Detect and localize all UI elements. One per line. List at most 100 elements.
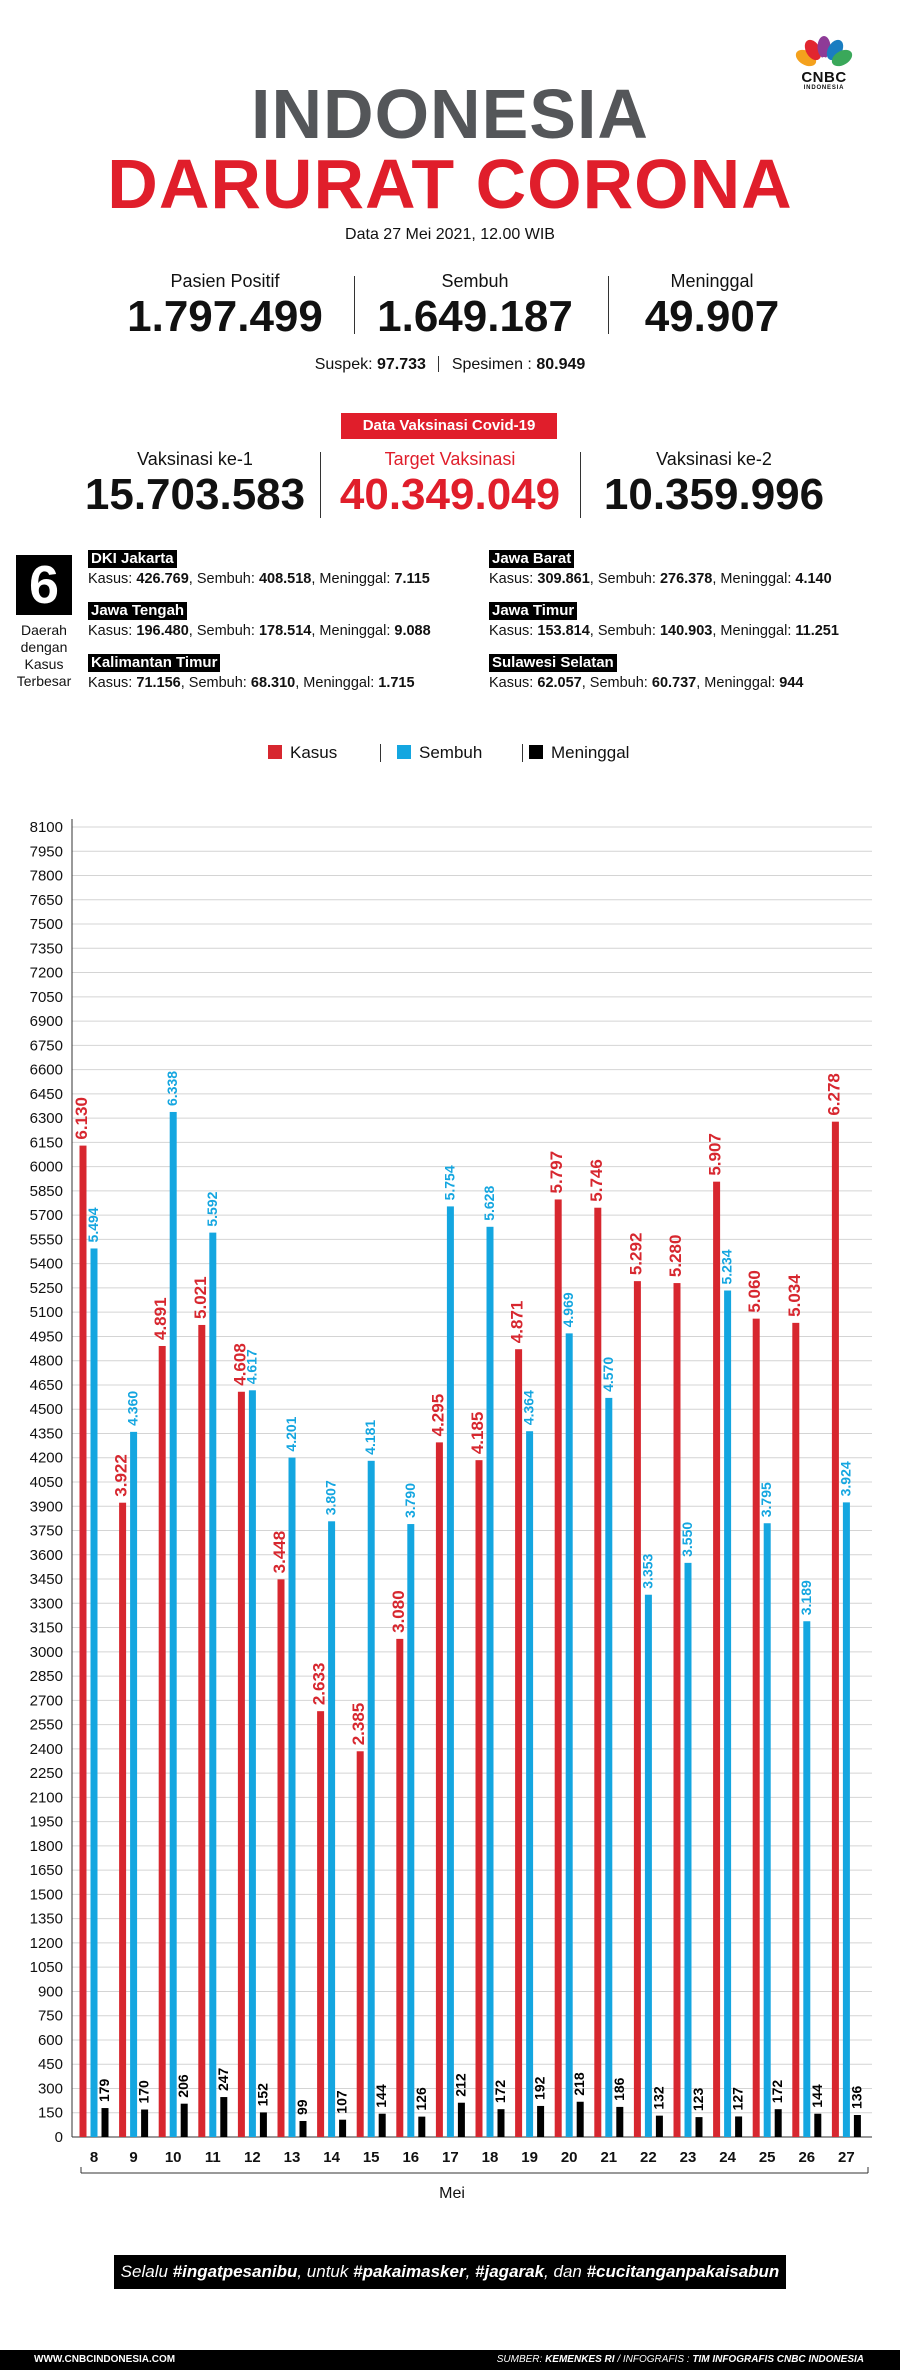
bar-meninggal (220, 2097, 228, 2137)
bar-kasus (515, 1349, 523, 2137)
caption-line: Terbesar (16, 673, 72, 689)
bar-kasus (277, 1579, 285, 2137)
bar-meninggal (616, 2106, 624, 2137)
source-value: KEMENKES RI (545, 2354, 615, 2365)
data-label-kasus: 5.292 (626, 1233, 645, 1276)
legend-label: Meninggal (551, 743, 630, 762)
meninggal-label: Meninggal: (319, 571, 391, 587)
data-label-meninggal: 132 (650, 2086, 666, 2110)
spesimen-value: 80.949 (536, 356, 586, 373)
data-label-kasus: 4.295 (428, 1394, 447, 1437)
y-tick-label: 5100 (30, 1304, 63, 1321)
sembuh-label: Sembuh: (589, 675, 648, 691)
meninggal-value: 11.251 (795, 623, 839, 639)
bar-kasus (237, 1391, 245, 2137)
data-label-kasus: 4.891 (151, 1297, 170, 1340)
y-tick-label: 7800 (30, 868, 63, 885)
spesimen-label: Spesimen : (451, 356, 532, 373)
y-tick-label: 7500 (30, 916, 63, 933)
hashtag: #cucitanganpakaisabun (586, 2262, 780, 2281)
data-label-sembuh: 4.969 (560, 1292, 576, 1327)
caption-line: Kasus (24, 656, 64, 672)
sembuh-value: 276.378 (659, 571, 713, 587)
data-label-sembuh: 4.364 (521, 1390, 537, 1425)
data-label-meninggal: 172 (492, 2080, 508, 2104)
divider (380, 744, 381, 762)
y-tick-label: 5400 (30, 1256, 63, 1273)
data-label-meninggal: 127 (730, 2087, 746, 2111)
vaccine-value: 10.359.996 (603, 470, 825, 519)
sembuh-label: Sembuh: (188, 675, 247, 691)
kasus-label: Kasus: (88, 571, 133, 587)
data-label-meninggal: 192 (532, 2076, 548, 2100)
y-tick-label: 4200 (30, 1450, 63, 1467)
legend-label: Kasus (290, 743, 338, 762)
divider (580, 452, 581, 518)
y-tick-label: 3450 (30, 1571, 63, 1588)
x-tick-label: 19 (521, 2149, 538, 2166)
region-jawa-barat: Jawa Barat Kasus: 309.861, Sembuh: 276.3… (489, 550, 832, 587)
data-label-meninggal: 144 (373, 2084, 389, 2108)
y-tick-label: 6450 (30, 1086, 63, 1103)
region-name: DKI Jakarta (88, 550, 177, 568)
slogan-text: , dan (544, 2262, 587, 2281)
data-label-sembuh: 4.617 (243, 1349, 259, 1384)
meninggal-value: 7.115 (394, 571, 430, 587)
data-label-kasus: 6.278 (824, 1073, 843, 1116)
caption-line: Daerah (21, 622, 67, 638)
data-label-sembuh: 4.360 (125, 1391, 141, 1426)
y-tick-label: 1650 (30, 1862, 63, 1879)
data-label-meninggal: 126 (413, 2087, 429, 2111)
data-label-meninggal: 247 (215, 2067, 231, 2091)
data-label-kasus: 5.021 (191, 1276, 210, 1319)
stat-label: Pasien Positif (170, 271, 280, 291)
bar-kasus (317, 1711, 325, 2137)
y-tick-label: 600 (38, 2032, 63, 2049)
bar-kasus (396, 1638, 404, 2137)
data-label-sembuh: 4.570 (600, 1357, 616, 1392)
y-tick-label: 300 (38, 2080, 63, 2097)
stat-pasien-positif: Pasien Positif 1.797.499 (100, 270, 350, 342)
data-label-kasus: 3.922 (112, 1454, 131, 1497)
data-label-meninggal: 107 (334, 2090, 350, 2114)
legend-swatch (397, 745, 411, 759)
bar-sembuh (842, 1502, 850, 2137)
data-label-meninggal: 172 (769, 2080, 785, 2104)
suspek-value: 97.733 (376, 356, 426, 373)
bar-sembuh (90, 1248, 98, 2137)
bar-sembuh (763, 1523, 771, 2137)
bar-meninggal (259, 2112, 267, 2137)
meninggal-label: Meninggal: (704, 675, 776, 691)
data-label-meninggal: 206 (175, 2074, 191, 2098)
divider (438, 356, 440, 372)
region-jawa-tengah: Jawa Tengah Kasus: 196.480, Sembuh: 178.… (88, 602, 431, 639)
region-name: Kalimantan Timur (88, 654, 221, 672)
x-tick-label: 25 (759, 2149, 776, 2166)
meninggal-value: 4.140 (795, 571, 832, 587)
kasus-label: Kasus: (489, 571, 534, 587)
vaccine-value: 15.703.583 (84, 470, 306, 519)
brand-name: CNBC (801, 69, 847, 86)
slogan-text: , (465, 2262, 476, 2281)
legend-label: Sembuh (419, 743, 483, 762)
region-jawa-timur: Jawa Timur Kasus: 153.814, Sembuh: 140.9… (489, 602, 839, 639)
bar-sembuh (130, 1431, 138, 2137)
y-tick-label: 6750 (30, 1037, 63, 1054)
report-date: Data 27 Mei 2021, 12.00 WIB (345, 226, 555, 243)
y-tick-label: 6000 (30, 1159, 63, 1176)
stat-sembuh: Sembuh 1.649.187 (360, 270, 590, 342)
meninggal-value: 9.088 (394, 623, 431, 639)
bar-kasus (79, 1145, 87, 2137)
daily-cases-chart: 0 150 300 450 600 750 900 1050 1200 1350 1500 1650 1… (30, 819, 872, 2200)
bar-sembuh (328, 1521, 336, 2137)
y-tick-label: 4650 (30, 1377, 63, 1394)
kasus-label: Kasus: (489, 623, 534, 639)
bar-sembuh (724, 1290, 732, 2137)
bar-kasus (198, 1324, 206, 2137)
bar-kasus (673, 1283, 681, 2137)
data-label-sembuh: 4.181 (362, 1420, 378, 1455)
vaccine-label: Vaksinasi ke-2 (656, 449, 772, 469)
data-label-meninggal: 123 (690, 2088, 706, 2112)
region-dki-jakarta: DKI Jakarta Kasus: 426.769, Sembuh: 408.… (88, 550, 430, 587)
y-tick-label: 900 (38, 1983, 63, 2000)
